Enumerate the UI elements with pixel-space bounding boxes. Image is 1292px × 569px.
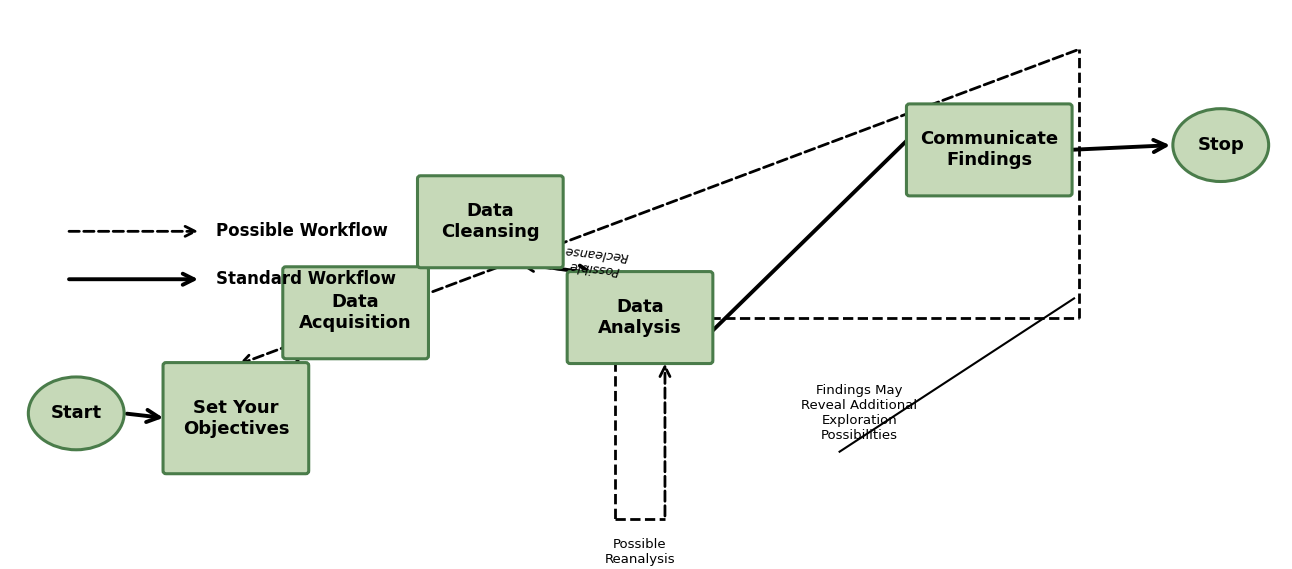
FancyBboxPatch shape [283, 267, 429, 359]
FancyBboxPatch shape [567, 271, 713, 364]
FancyBboxPatch shape [163, 362, 309, 474]
Text: Data
Acquisition: Data Acquisition [300, 294, 412, 332]
Text: Standard Workflow: Standard Workflow [216, 270, 395, 288]
Text: Findings May
Reveal Additional
Exploration
Possibilities: Findings May Reveal Additional Explorati… [801, 385, 917, 442]
Text: Data
Cleansing: Data Cleansing [441, 203, 540, 241]
Text: Possible Workflow: Possible Workflow [216, 222, 388, 240]
Text: Start: Start [50, 405, 102, 422]
Text: Stop: Stop [1198, 136, 1244, 154]
Text: Data
Analysis: Data Analysis [598, 298, 682, 337]
Ellipse shape [28, 377, 124, 450]
Text: Possible
Recleanse: Possible Recleanse [562, 243, 628, 278]
Text: Possible
Reanalysis: Possible Reanalysis [605, 538, 676, 566]
Ellipse shape [1173, 109, 1269, 182]
Text: Set Your
Objectives: Set Your Objectives [182, 399, 289, 438]
FancyBboxPatch shape [417, 176, 563, 268]
Text: Communicate
Findings: Communicate Findings [920, 130, 1058, 170]
FancyBboxPatch shape [907, 104, 1072, 196]
